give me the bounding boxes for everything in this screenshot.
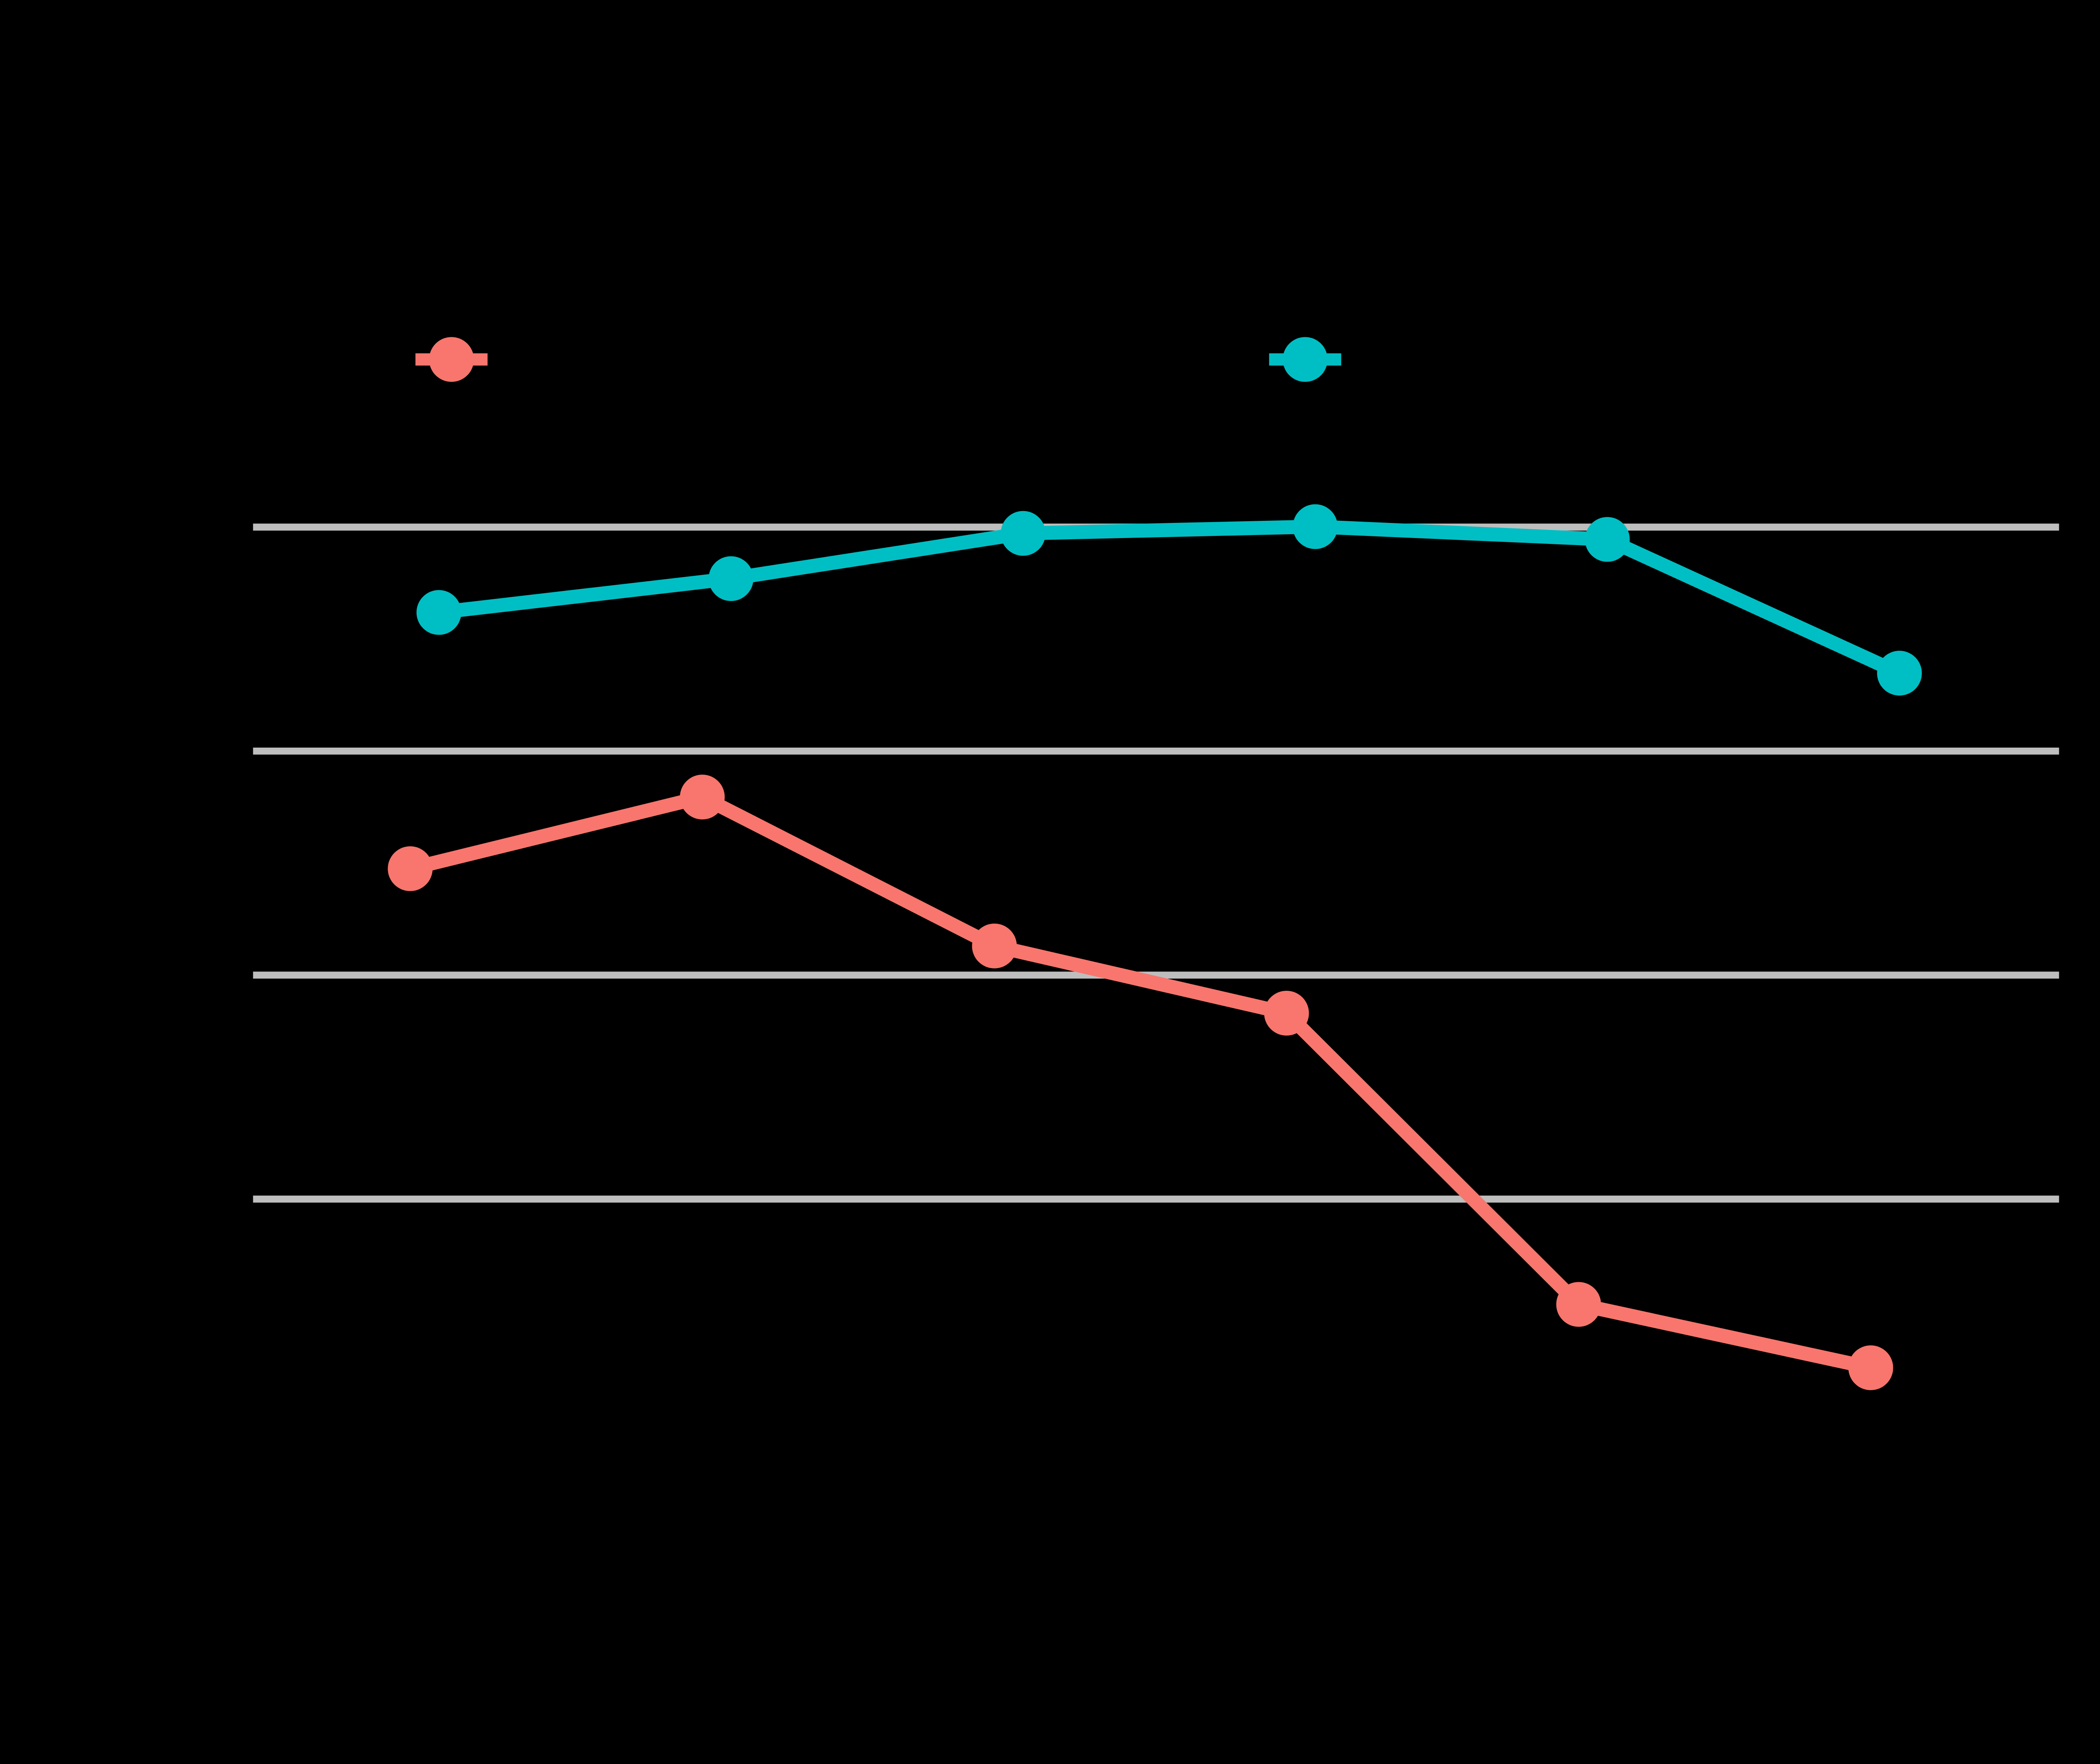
series-layer (388, 504, 1922, 1390)
legend (415, 337, 1341, 382)
series-2-teal-point (1585, 517, 1630, 562)
series-2-teal-line (438, 520, 1903, 680)
series-1-red-point (1264, 991, 1309, 1036)
series-2-teal-point (1000, 511, 1046, 556)
series-1-red-line (408, 790, 1872, 1375)
legend-key-point-series-2-teal (1283, 337, 1328, 382)
series-2-teal-point (1293, 504, 1338, 549)
series-2-teal-point (416, 590, 462, 635)
series-2-teal-point (709, 556, 753, 601)
series-1-red-point (388, 846, 433, 891)
series-1-red-point (1556, 1282, 1601, 1327)
legend-key-point-series-1-red (429, 337, 474, 382)
series-1-red-point (972, 924, 1017, 969)
series-1-red-point (1848, 1345, 1893, 1390)
series-2-teal-point (1877, 651, 1922, 696)
series-1-red-point (680, 774, 725, 819)
